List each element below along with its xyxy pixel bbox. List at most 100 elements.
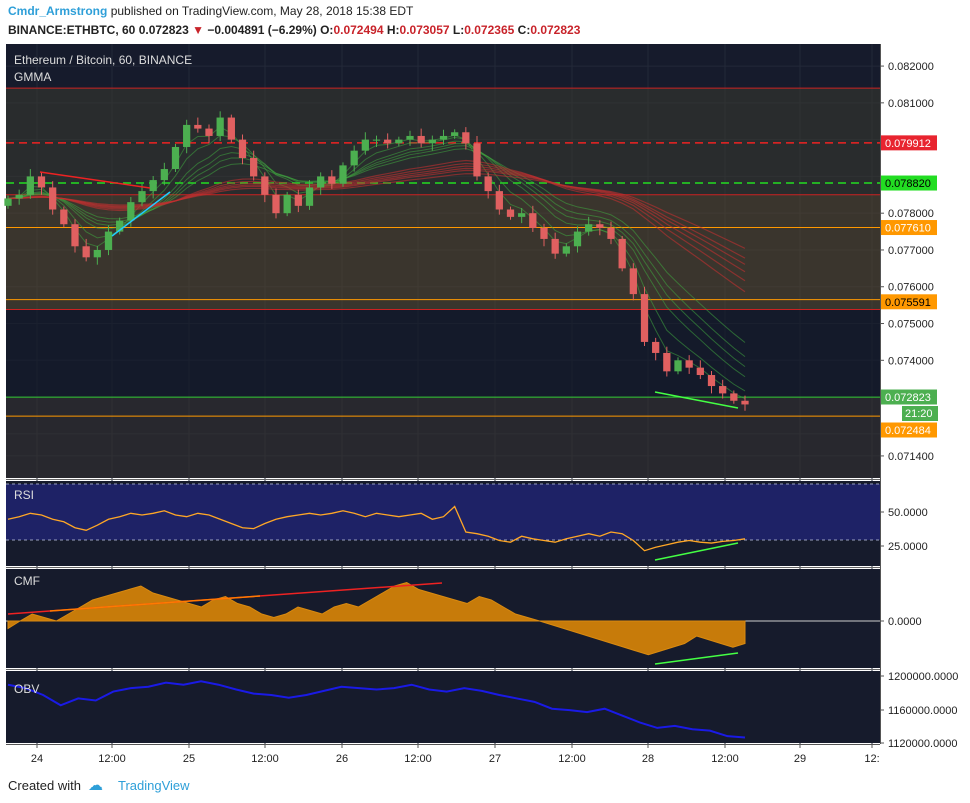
- candle-body: [15, 194, 23, 199]
- uptrend-line: [111, 191, 171, 237]
- cmf-trend-line-orange: [49, 595, 261, 612]
- candle-body: [339, 165, 347, 184]
- price-tag-label: 0.079912: [885, 138, 931, 150]
- rsi-title: RSI: [14, 488, 34, 502]
- high-label: H:: [386, 23, 400, 37]
- candle-body: [618, 238, 626, 269]
- candle-body: [171, 146, 180, 170]
- cmf-divergence-line: [654, 652, 739, 665]
- open-value: 0.072494: [333, 23, 384, 37]
- candle-body: [294, 194, 302, 206]
- candle-body: [640, 294, 649, 342]
- x-tick-label: 12:00: [558, 753, 586, 765]
- candle-body: [417, 135, 425, 144]
- low-value: 0.072365: [464, 23, 515, 37]
- candle-body: [317, 176, 325, 188]
- y-tick-label: 0.078000: [888, 208, 934, 220]
- y-tick-label: 0.081000: [888, 98, 934, 110]
- supply-zone: [6, 194, 880, 310]
- candle-body: [272, 194, 280, 214]
- y-tick-label: 0.075000: [888, 319, 934, 331]
- price-tag-label: 0.072823: [885, 392, 931, 404]
- candle-body: [37, 176, 46, 188]
- x-tick-label: 24: [31, 753, 43, 765]
- candle-body: [428, 139, 436, 144]
- high-value: 0.073057: [399, 23, 450, 37]
- x-tick-label: 26: [336, 753, 348, 765]
- candle-body: [60, 209, 68, 225]
- candle-body: [652, 341, 660, 353]
- cmf-title: CMF: [14, 574, 40, 588]
- candle-body: [663, 352, 671, 372]
- candle-body: [406, 135, 414, 140]
- candle-body: [93, 249, 101, 258]
- candle-body: [261, 176, 269, 195]
- candle-body: [473, 143, 481, 177]
- x-tick-label: 27: [489, 753, 501, 765]
- created-with-text: Created with: [8, 778, 81, 793]
- cmf-area: [7, 581, 746, 656]
- candle-body: [205, 128, 213, 136]
- candle-body: [674, 360, 682, 372]
- candle-body: [719, 386, 727, 394]
- candle-body: [328, 176, 336, 184]
- gmma-label: GMMA: [14, 70, 51, 84]
- candle-body: [629, 268, 637, 295]
- candle-body: [238, 139, 247, 159]
- price-tag: [881, 135, 937, 151]
- y-tick-label: 1200000.0000: [888, 671, 958, 683]
- main-panel-title: Ethereum / Bitcoin, 60, BINANCE: [14, 53, 192, 67]
- y-tick-label: 0.074000: [888, 355, 934, 367]
- candle-body: [707, 375, 716, 387]
- price-tag: [881, 422, 937, 438]
- close-label: C:: [517, 23, 531, 37]
- candle-body: [372, 139, 381, 141]
- x-tick-label: 28: [642, 753, 654, 765]
- candle-body: [149, 180, 157, 192]
- price-divergence-line: [654, 391, 739, 409]
- candle-body: [439, 135, 448, 140]
- x-tick-label: 12:: [864, 753, 879, 765]
- candle-body: [127, 202, 135, 221]
- y-tick-label: 1120000.0000: [888, 738, 958, 750]
- candle-body: [216, 117, 224, 136]
- y-tick-label: 50.0000: [888, 507, 928, 519]
- price-change: −0.004891 (−6.29%): [207, 23, 317, 37]
- rsi-line: [7, 505, 746, 552]
- symbol-line: BINANCE:ETHBTC, 60 0.072823 ▼ −0.004891 …: [8, 23, 580, 37]
- obv-panel-bg: [6, 671, 880, 743]
- x-tick-label: 25: [183, 753, 195, 765]
- price-tag: [881, 220, 937, 236]
- y-tick-label: 0.077000: [888, 245, 934, 257]
- countdown-tag: [902, 406, 938, 421]
- y-tick-label: 25.0000: [888, 541, 928, 553]
- candle-body: [250, 158, 258, 177]
- x-tick-label: 29: [794, 753, 806, 765]
- candle-body: [384, 139, 392, 144]
- candle-body: [26, 176, 34, 195]
- candle-body: [518, 213, 526, 217]
- candle-body: [596, 224, 604, 228]
- candle-body: [451, 132, 459, 136]
- down-arrow-icon: ▼: [192, 23, 204, 37]
- candle-body: [540, 227, 548, 239]
- candle-body: [71, 224, 79, 247]
- author-link[interactable]: Cmdr_Armstrong: [8, 4, 108, 18]
- candle-body: [350, 150, 358, 166]
- x-tick-label: 12:00: [98, 753, 126, 765]
- tradingview-link[interactable]: TradingView: [118, 778, 190, 793]
- candle-body: [283, 194, 291, 214]
- x-tick-label: 12:00: [404, 753, 432, 765]
- candle-body: [138, 191, 146, 203]
- price-tag-label: 0.072484: [885, 425, 931, 437]
- y-tick-label: 0.071400: [888, 451, 934, 463]
- candle-body: [183, 124, 191, 147]
- candle-body: [462, 132, 470, 144]
- support-zone: [6, 397, 880, 478]
- symbol-text: BINANCE:ETHBTC, 60: [8, 23, 136, 37]
- close-value: 0.072823: [530, 23, 581, 37]
- candle-body: [82, 246, 90, 258]
- price-tag-label: 0.078820: [885, 178, 931, 190]
- y-tick-label: 1160000.0000: [888, 705, 958, 717]
- candle-body: [361, 139, 369, 151]
